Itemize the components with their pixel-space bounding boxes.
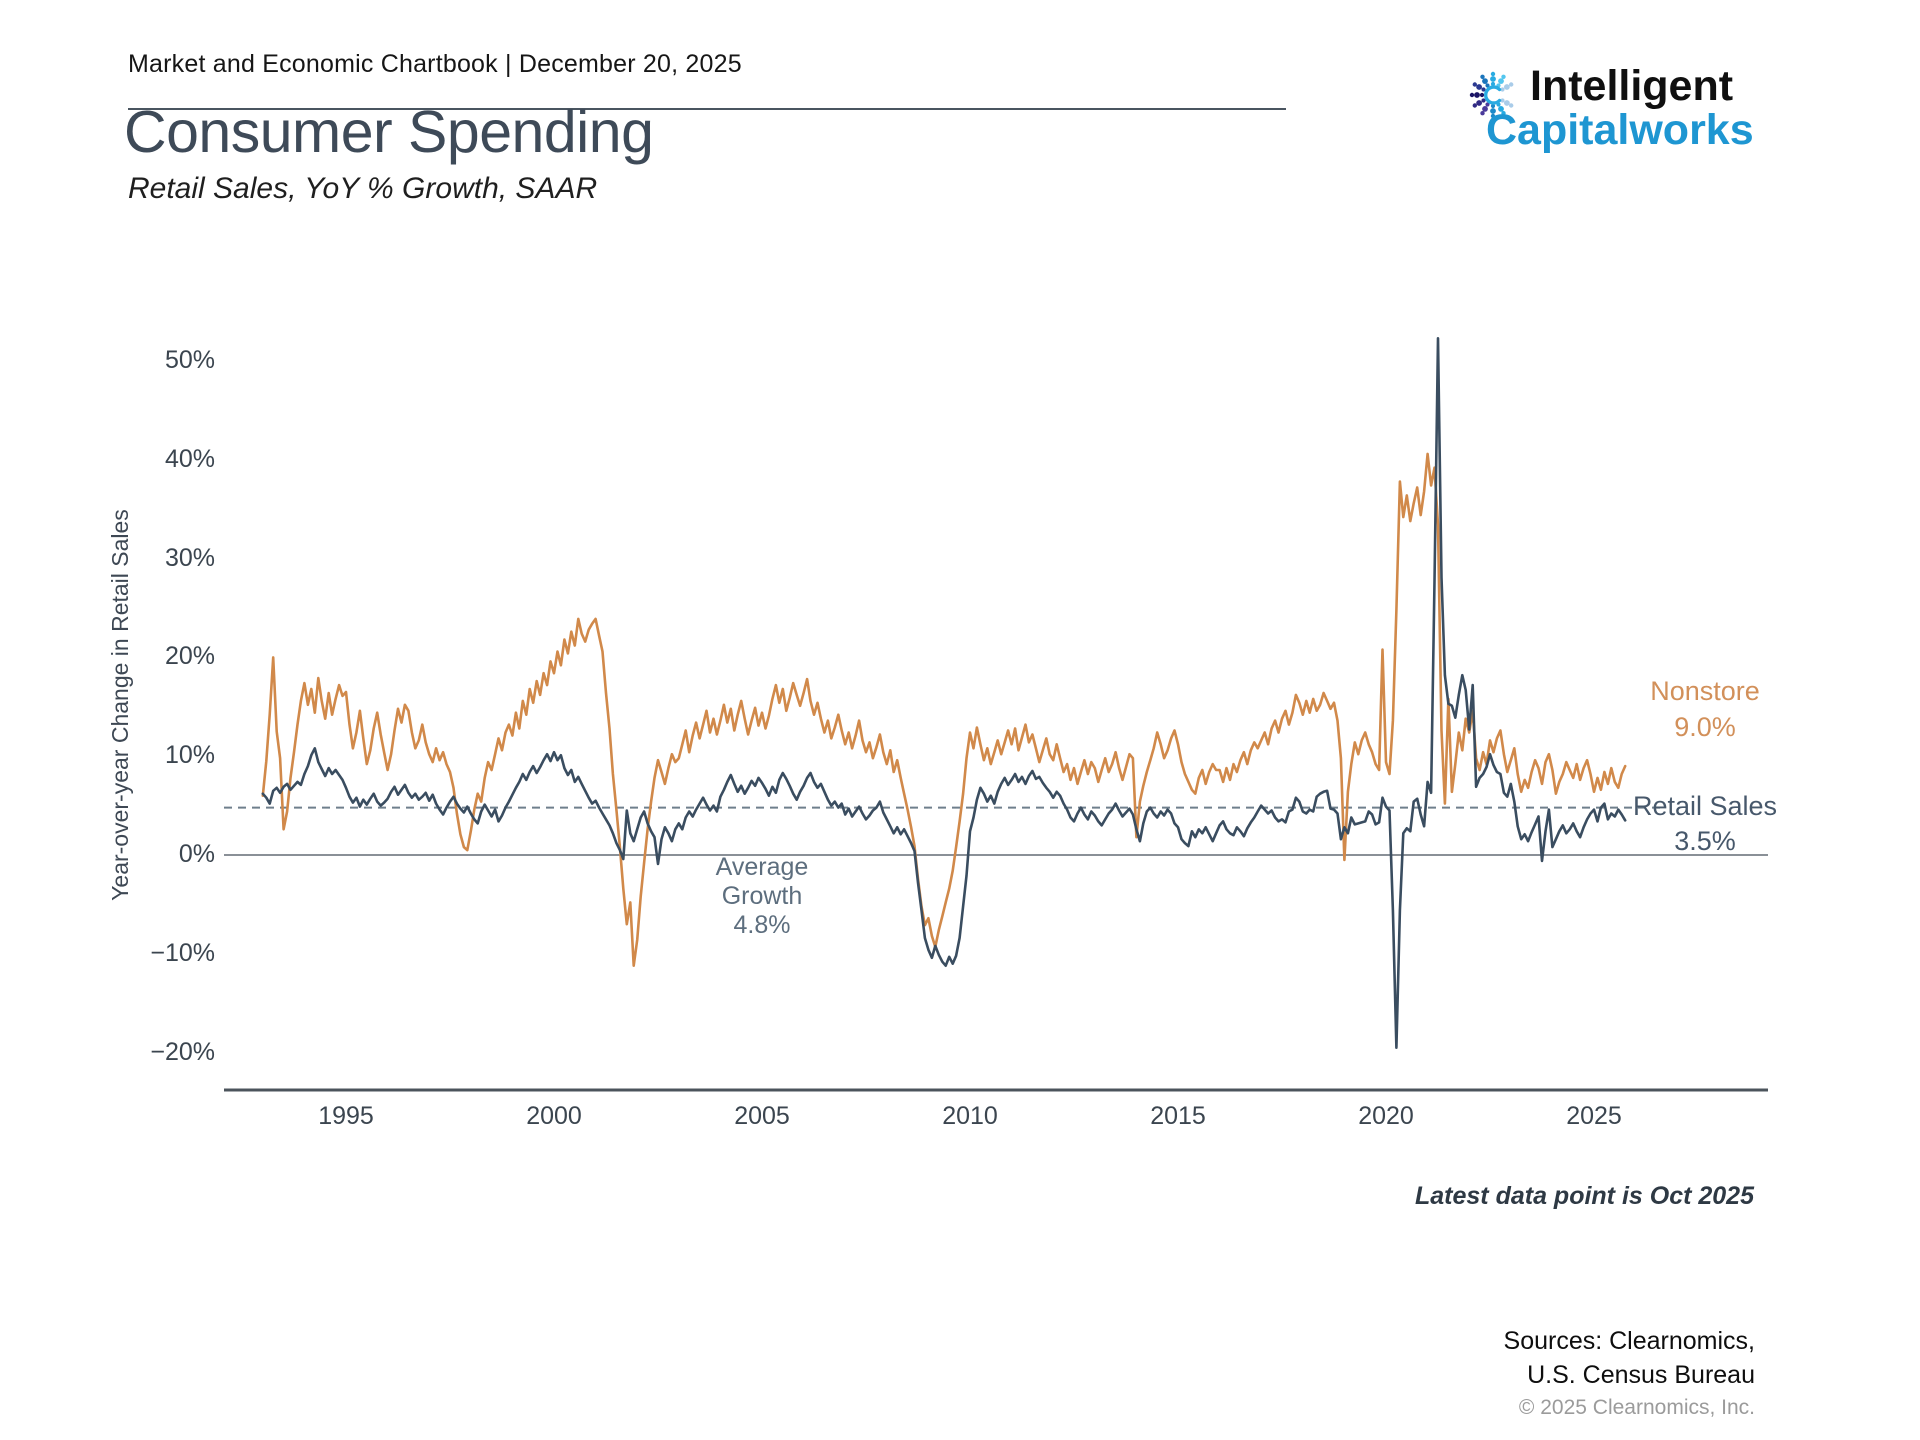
- logo-burst-dot: [1501, 74, 1506, 79]
- logo-burst-dot: [1476, 100, 1482, 106]
- logo-burst-dot: [1480, 74, 1485, 79]
- y-tick-label: 30%: [164, 543, 215, 572]
- sources-note: Sources: Clearnomics, U.S. Census Bureau: [1504, 1324, 1755, 1392]
- y-tick-label: 0%: [178, 840, 215, 868]
- logo-burst-dot: [1504, 100, 1510, 106]
- legend-nonstore-label: Nonstore: [1650, 676, 1760, 706]
- page-subtitle: Retail Sales, YoY % Growth, SAAR: [128, 172, 598, 205]
- company-logo: Intelligent Capitalworks: [1468, 60, 1798, 170]
- logo-burst-dot: [1504, 84, 1510, 90]
- chartbook-header: Market and Economic Chartbook | December…: [128, 50, 742, 78]
- x-tick-label: 2005: [734, 1102, 790, 1130]
- average-growth-line3: 4.8%: [733, 911, 791, 939]
- logo-burst-dot: [1490, 71, 1496, 77]
- nonstore-line: [261, 452, 1627, 968]
- copyright-note: © 2025 Clearnomics, Inc.: [1518, 1396, 1755, 1419]
- average-growth-line2: Growth: [721, 882, 803, 910]
- legend-retail-sales-label: Retail Sales: [1632, 791, 1778, 821]
- y-tick-label: 50%: [164, 346, 215, 374]
- logo-burst-dot: [1500, 87, 1505, 92]
- logo-burst-dot: [1490, 76, 1496, 82]
- logo-text-intelligent: Intelligent: [1530, 62, 1734, 110]
- legend-nonstore-value: 9.0%: [1674, 712, 1736, 742]
- y-tick-label: 10%: [164, 741, 215, 770]
- x-tick-label: 2015: [1150, 1102, 1206, 1130]
- logo-burst-dot: [1482, 78, 1488, 84]
- sources-line2: U.S. Census Bureau: [1527, 1361, 1755, 1389]
- retail-sales-line: [261, 336, 1627, 1049]
- average-growth-annotation: Average Growth 4.8%: [700, 853, 824, 940]
- y-axis-title: Year-over-year Change in Retail Sales: [107, 509, 133, 901]
- y-tick-label: 40%: [164, 444, 215, 473]
- x-tick-label: 2000: [526, 1102, 582, 1130]
- logo-burst-dot: [1474, 92, 1480, 98]
- y-tick-label: −20%: [150, 1037, 215, 1066]
- y-tick-label: 20%: [164, 642, 215, 671]
- logo-burst-dot: [1490, 81, 1496, 87]
- latest-data-note: Latest data point is Oct 2025: [1415, 1182, 1754, 1210]
- page-title: Consumer Spending: [124, 99, 654, 165]
- logo-burst-dot: [1485, 83, 1490, 88]
- logo-burst-dot: [1500, 98, 1505, 103]
- logo-burst-dot: [1485, 102, 1490, 107]
- y-tick-label: −10%: [150, 938, 215, 967]
- logo-burst-icon: [1469, 71, 1514, 119]
- logo-burst-dot: [1472, 103, 1477, 108]
- logo-burst-dot: [1490, 113, 1496, 119]
- logo-burst-dot: [1498, 106, 1504, 112]
- logo-burst-dot: [1501, 111, 1506, 116]
- logo-burst-dot: [1469, 92, 1475, 98]
- logo-burst-dot: [1490, 103, 1496, 109]
- logo-c-arc: [1484, 85, 1502, 105]
- logo-burst-dot: [1480, 111, 1485, 116]
- sources-line1: Sources: Clearnomics,: [1503, 1327, 1755, 1355]
- logo-text-capitalworks: Capitalworks: [1486, 106, 1754, 154]
- x-tick-label: 2010: [942, 1102, 998, 1130]
- logo-burst-dot: [1482, 106, 1488, 112]
- logo-burst-dot: [1476, 84, 1482, 90]
- average-growth-line1: Average: [715, 853, 809, 881]
- header-divider: [128, 108, 1286, 110]
- logo-burst-dot: [1509, 103, 1514, 108]
- logo-burst-dot: [1498, 78, 1504, 84]
- logo-burst-dot: [1479, 92, 1485, 98]
- logo-burst-dot: [1472, 82, 1477, 87]
- legend-retail-sales-value: 3.5%: [1674, 826, 1736, 856]
- logo-burst-dot: [1481, 98, 1486, 103]
- x-tick-label: 1995: [318, 1102, 374, 1130]
- x-tick-label: 2025: [1566, 1102, 1622, 1130]
- x-tick-label: 2020: [1358, 1102, 1414, 1130]
- logo-burst-dot: [1481, 87, 1486, 92]
- logo-burst-dot: [1490, 108, 1496, 114]
- logo-burst-dot: [1509, 82, 1514, 87]
